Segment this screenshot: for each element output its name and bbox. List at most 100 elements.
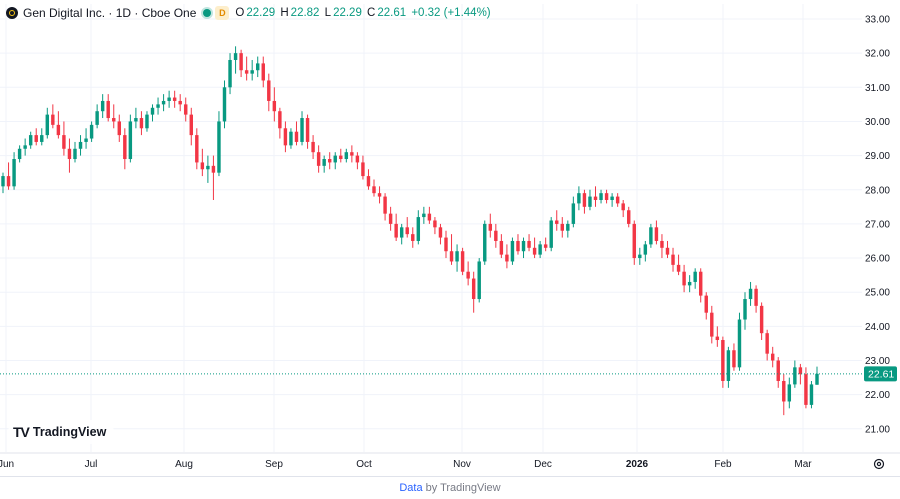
candle-body	[577, 193, 581, 204]
tradingview-mark-icon: TV	[13, 424, 30, 440]
candle-body	[560, 223, 564, 231]
candle	[682, 264, 686, 293]
candle-body	[134, 118, 138, 122]
candle	[555, 210, 559, 231]
candle-body	[377, 193, 382, 197]
candle-body	[549, 220, 553, 248]
candle	[350, 145, 354, 163]
candle-body	[244, 70, 249, 74]
candle-body	[256, 63, 260, 71]
time-tick-label: Feb	[714, 459, 732, 470]
low-value: 22.29	[333, 7, 362, 19]
candle	[95, 104, 99, 129]
candle-body	[150, 107, 155, 115]
candle	[62, 121, 66, 156]
candle	[228, 53, 232, 95]
candle	[521, 237, 526, 259]
candle	[488, 213, 493, 238]
candle-body	[759, 305, 764, 334]
candle-body	[161, 100, 166, 105]
candle	[67, 138, 72, 173]
candle	[804, 367, 808, 409]
settings-gear-icon[interactable]	[873, 458, 885, 470]
candle	[460, 247, 465, 276]
candle	[6, 162, 11, 190]
candle-body	[278, 111, 282, 129]
candle	[289, 128, 293, 149]
candle-body	[394, 223, 398, 238]
candle	[621, 199, 625, 218]
candle	[261, 56, 265, 88]
candle-body	[621, 203, 625, 211]
candle-body	[62, 135, 66, 149]
candle	[40, 128, 44, 146]
candle-body	[294, 131, 299, 142]
candle-body	[427, 213, 432, 221]
candle-body	[383, 196, 387, 214]
candle-body	[732, 350, 736, 368]
candle	[444, 230, 448, 259]
candle	[167, 90, 171, 108]
candle-body	[604, 193, 609, 200]
candle-body	[555, 220, 559, 224]
candle	[1, 172, 5, 194]
candle-body	[527, 240, 531, 248]
price-tick-label: 27.00	[865, 219, 890, 230]
candle-body	[599, 193, 603, 200]
candle-body	[715, 336, 720, 341]
data-link[interactable]: Data	[399, 482, 423, 494]
candle	[405, 217, 409, 238]
candle	[809, 380, 814, 409]
candle	[184, 97, 188, 122]
candle	[377, 186, 382, 204]
candle	[217, 111, 221, 177]
change-value: +0.32 (+1.44%)	[411, 7, 491, 19]
market-status-dot-icon[interactable]	[203, 9, 212, 17]
candle-body	[411, 234, 415, 241]
candle	[660, 234, 664, 259]
candle-body	[250, 70, 254, 74]
candle	[388, 206, 393, 231]
candle-body	[438, 227, 443, 238]
candle-body	[494, 230, 498, 241]
candle	[156, 97, 160, 115]
candle-body	[798, 367, 803, 375]
data-badge[interactable]: D	[215, 6, 230, 20]
candle-body	[721, 340, 725, 381]
candle	[45, 107, 50, 139]
candle	[372, 179, 376, 197]
candle	[776, 357, 780, 388]
time-tick-label: Dec	[534, 459, 552, 470]
price-tick-label: 28.00	[865, 185, 890, 196]
candle	[239, 49, 243, 78]
last-price-tag: 22.61	[864, 366, 897, 382]
candle	[222, 80, 227, 129]
candle	[743, 292, 747, 330]
candle-body	[206, 165, 210, 170]
tradingview-logo[interactable]: TV TradingView	[8, 420, 115, 444]
candle	[698, 268, 703, 303]
candle-body	[483, 223, 487, 262]
candle	[300, 111, 304, 146]
candle-body	[809, 384, 814, 405]
candle-body	[327, 159, 332, 163]
candle	[499, 234, 504, 259]
candle-body	[283, 128, 288, 146]
candle	[178, 94, 182, 112]
candle	[73, 141, 77, 163]
candle	[145, 111, 149, 132]
price-tick-label: 31.00	[865, 83, 890, 94]
candle	[305, 114, 310, 149]
price-chart[interactable]: 33.00 32.00 31.00 30.00 29.00 28.00 27.00 26.00…	[0, 0, 900, 476]
symbol-title[interactable]: Gen Digital Inc. · 1D · Cboe One	[23, 6, 197, 20]
candle-body	[782, 380, 786, 402]
candle-body	[344, 152, 349, 160]
time-tick-label: Jun	[0, 459, 14, 470]
candle	[112, 104, 116, 129]
candle-body	[1, 176, 5, 187]
candle-body	[17, 148, 22, 160]
candle	[782, 374, 786, 416]
candle-body	[123, 135, 127, 160]
candle	[411, 227, 415, 248]
last-price-label: 22.61	[868, 369, 894, 381]
